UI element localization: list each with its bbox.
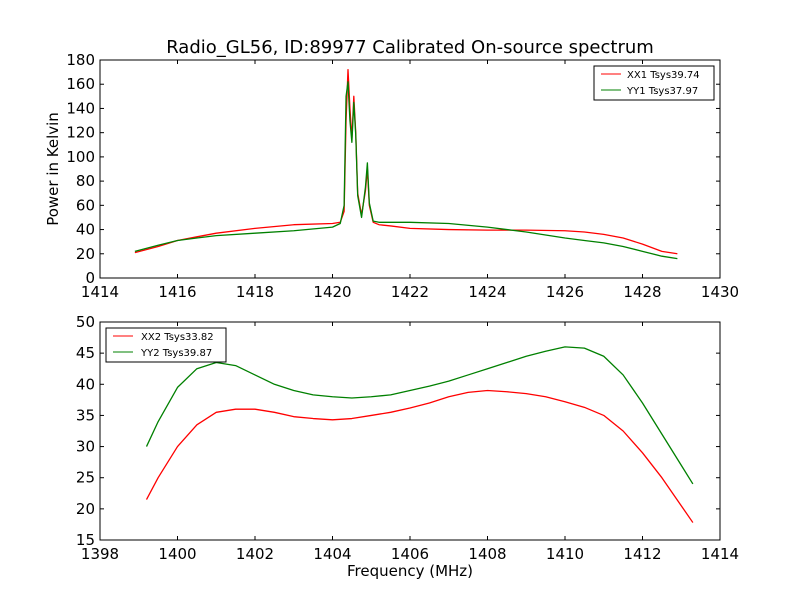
top-y-tick-label: 40 bbox=[76, 221, 95, 239]
bottom-x-tick-label: 1402 bbox=[236, 545, 274, 563]
bottom-series-line-yy bbox=[145, 346, 694, 485]
top-y-tick-label: 0 bbox=[85, 269, 95, 287]
top-ticks: 1414 1416 1418 1420 1422 1424 1426 1428 1430 0 20 4… bbox=[66, 51, 739, 301]
bottom-legend-box bbox=[105, 327, 227, 363]
top-x-tick-label: 1426 bbox=[546, 283, 584, 301]
top-y-axis-label: Power in Kelvin bbox=[44, 112, 62, 226]
top-y-tick-label: 120 bbox=[66, 124, 95, 142]
bottom-series-lines bbox=[145, 346, 694, 523]
bottom-x-tick-label: 1410 bbox=[546, 545, 584, 563]
bottom-y-tick-label: 15 bbox=[76, 531, 95, 549]
bottom-x-tick-label: 1400 bbox=[158, 545, 196, 563]
top-y-tick-label: 60 bbox=[76, 196, 95, 214]
top-y-tick-label: 100 bbox=[66, 148, 95, 166]
bottom-y-tick-label: 40 bbox=[76, 375, 95, 393]
top-x-tick-label: 1418 bbox=[236, 283, 274, 301]
top-y-tick-label: 160 bbox=[66, 75, 95, 93]
bottom-y-tick-label: 25 bbox=[76, 469, 95, 487]
bottom-axes-frame bbox=[99, 321, 721, 541]
bottom-subplot: 1398 1400 1402 1404 1406 1408 1410 1412 1414 15 20… bbox=[76, 313, 739, 580]
top-legend-box bbox=[593, 65, 715, 101]
top-x-tick-label: 1428 bbox=[623, 283, 661, 301]
top-x-tick-label: 1420 bbox=[313, 283, 351, 301]
bottom-x-tick-label: 1404 bbox=[313, 545, 351, 563]
top-y-tick-label: 140 bbox=[66, 99, 95, 117]
bottom-legend: XX2 Tsys33.82 YY2 Tsys39.87 bbox=[105, 327, 227, 363]
bottom-y-tick-label: 45 bbox=[76, 344, 95, 362]
bottom-y-tick-label: 30 bbox=[76, 438, 95, 456]
bottom-legend-label-xx2: XX2 Tsys33.82 bbox=[141, 332, 214, 343]
bottom-x-tick-label: 1398 bbox=[81, 545, 119, 563]
bottom-x-tick-label: 1406 bbox=[391, 545, 429, 563]
top-series-lines bbox=[134, 69, 678, 260]
top-x-tick-label: 1430 bbox=[701, 283, 739, 301]
bottom-y-tick-label: 20 bbox=[76, 500, 95, 518]
bottom-y-tick-label: 35 bbox=[76, 406, 95, 424]
top-legend-label-xx1: XX1 Tsys39.74 bbox=[627, 70, 700, 81]
top-subplot: 1414 1416 1418 1420 1422 1424 1426 1428 1430 0 20 4… bbox=[44, 51, 739, 301]
top-axes-frame bbox=[99, 59, 721, 279]
top-y-tick-label: 180 bbox=[66, 51, 95, 69]
chart-title: Radio_GL56, ID:89977 Calibrated On-sourc… bbox=[166, 37, 654, 58]
bottom-series-line-xx bbox=[145, 389, 694, 523]
bottom-legend-label-yy2: YY2 Tsys39.87 bbox=[140, 348, 212, 359]
top-legend: XX1 Tsys39.74 YY1 Tsys37.97 bbox=[593, 65, 715, 101]
top-y-tick-label: 20 bbox=[76, 245, 95, 263]
bottom-x-tick-label: 1414 bbox=[701, 545, 739, 563]
top-y-tick-label: 80 bbox=[76, 172, 95, 190]
bottom-x-tick-label: 1412 bbox=[623, 545, 661, 563]
top-x-tick-label: 1422 bbox=[391, 283, 429, 301]
top-x-tick-label: 1424 bbox=[468, 283, 506, 301]
x-axis-label: Frequency (MHz) bbox=[347, 562, 473, 580]
bottom-y-tick-label: 50 bbox=[76, 313, 95, 331]
top-x-tick-label: 1414 bbox=[81, 283, 119, 301]
top-x-tick-label: 1416 bbox=[158, 283, 196, 301]
bottom-x-tick-label: 1408 bbox=[468, 545, 506, 563]
top-legend-label-yy1: YY1 Tsys37.97 bbox=[626, 86, 698, 97]
top-series-line-yy bbox=[134, 81, 678, 260]
